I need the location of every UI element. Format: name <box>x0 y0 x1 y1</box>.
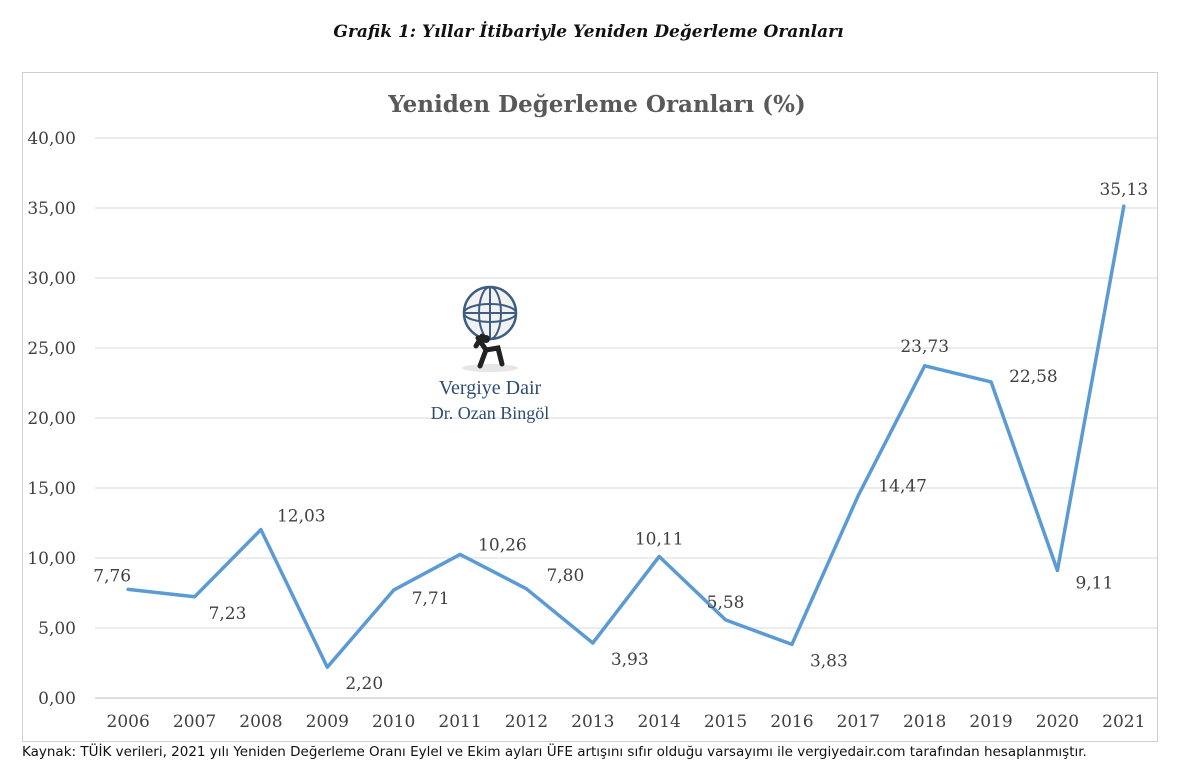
watermark-logo: Vergiye Dair Dr. Ozan Bingöl <box>431 285 550 423</box>
x-tick-label: 2021 <box>1102 712 1145 732</box>
chart-title: Yeniden Değerleme Oranları (%) <box>387 91 806 118</box>
atlas-globe-icon <box>462 285 518 372</box>
chart-frame <box>22 72 1158 742</box>
x-tick-label: 2014 <box>638 712 681 732</box>
x-tick-label: 2012 <box>505 712 548 732</box>
data-label: 10,26 <box>478 535 527 555</box>
y-tick-label: 35,00 <box>27 199 76 219</box>
y-tick-label: 10,00 <box>27 549 76 569</box>
y-tick-label: 15,00 <box>27 479 76 499</box>
x-tick-label: 2011 <box>438 712 481 732</box>
data-label: 7,76 <box>93 566 131 586</box>
x-tick-label: 2006 <box>107 712 150 732</box>
series <box>126 204 1126 669</box>
data-point <box>259 528 263 532</box>
data-point <box>591 641 595 645</box>
data-point <box>1122 204 1126 208</box>
data-label: 7,23 <box>209 604 247 624</box>
data-label: 7,80 <box>546 566 584 586</box>
data-point <box>392 588 396 592</box>
watermark-author: Dr. Ozan Bingöl <box>431 403 550 423</box>
series-line <box>126 204 1126 669</box>
source-note: Kaynak: TÜİK verileri, 2021 yılı Yeniden… <box>22 744 1087 760</box>
data-label: 12,03 <box>277 507 326 527</box>
data-label: 14,47 <box>878 476 927 496</box>
data-point <box>856 493 860 497</box>
data-label: 23,73 <box>900 337 949 357</box>
y-tick-label: 30,00 <box>27 269 76 289</box>
y-axis-ticks: 0,00 5,00 10,00 15,00 20,00 25,00 30,00 35,00 40… <box>27 129 76 709</box>
watermark-name: Vergiye Dair <box>439 377 542 399</box>
data-point <box>790 642 794 646</box>
x-tick-label: 2007 <box>173 712 216 732</box>
data-point <box>458 552 462 556</box>
data-label: 5,58 <box>707 593 745 613</box>
data-label: 3,83 <box>810 651 848 671</box>
data-point <box>657 554 661 558</box>
data-point <box>193 595 197 599</box>
data-labels: 7,76 7,23 12,03 2,20 7,71 10,26 7,80 3,93 10,11 5… <box>93 180 1148 694</box>
x-tick-label: 2009 <box>306 712 349 732</box>
x-axis-ticks: 2006 2007 2008 2009 2010 2011 2012 2013 2014 2015… <box>107 712 1146 732</box>
x-tick-label: 2016 <box>770 712 813 732</box>
data-label: 10,11 <box>635 529 684 549</box>
data-point <box>724 618 728 622</box>
x-tick-label: 2010 <box>372 712 415 732</box>
data-label: 3,93 <box>611 650 649 670</box>
data-point <box>989 380 993 384</box>
data-label: 22,58 <box>1009 367 1058 387</box>
data-label: 9,11 <box>1075 573 1113 593</box>
data-label: 7,71 <box>412 589 450 609</box>
figure-caption: Grafik 1: Yıllar İtibariyle Yeniden Değe… <box>333 22 844 42</box>
y-tick-label: 20,00 <box>27 409 76 429</box>
x-tick-label: 2013 <box>571 712 614 732</box>
data-point <box>325 665 329 669</box>
x-tick-label: 2015 <box>704 712 747 732</box>
data-point <box>524 587 528 591</box>
x-tick-label: 2008 <box>239 712 282 732</box>
x-tick-label: 2020 <box>1036 712 1079 732</box>
y-tick-label: 25,00 <box>27 339 76 359</box>
y-tick-label: 40,00 <box>27 129 76 149</box>
x-tick-label: 2018 <box>903 712 946 732</box>
data-label: 2,20 <box>345 674 383 694</box>
data-point <box>923 364 927 368</box>
y-tick-label: 5,00 <box>38 619 76 639</box>
x-tick-label: 2017 <box>837 712 880 732</box>
data-point <box>1055 568 1059 572</box>
gridlines <box>95 137 1157 699</box>
y-tick-label: 0,00 <box>38 689 76 709</box>
data-point <box>126 587 130 591</box>
x-tick-label: 2019 <box>969 712 1012 732</box>
data-label: 35,13 <box>1099 180 1148 200</box>
